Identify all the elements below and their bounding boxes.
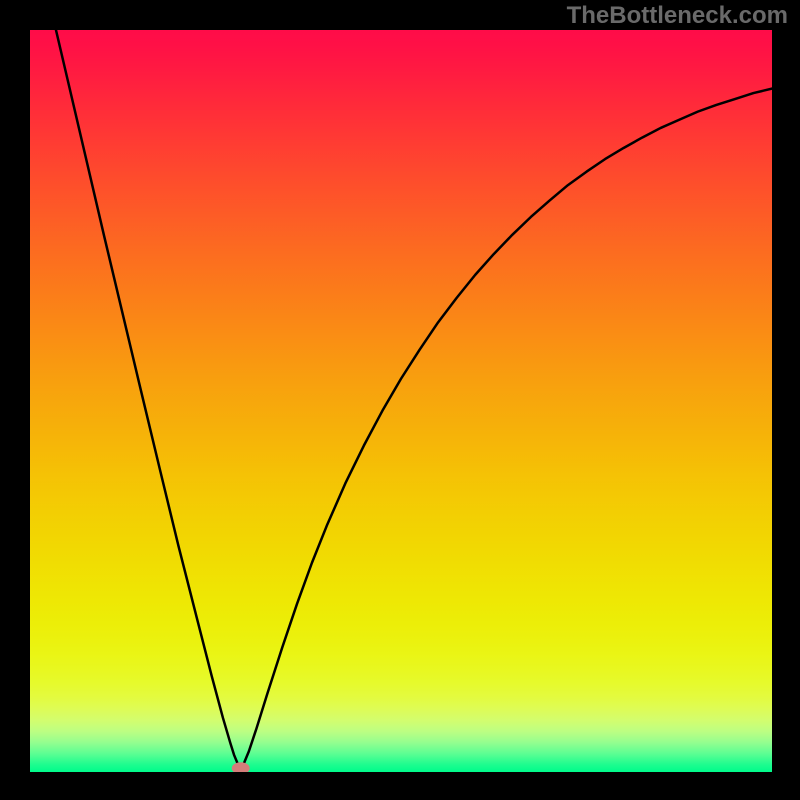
- watermark-text: TheBottleneck.com: [567, 2, 788, 30]
- gradient-background: [30, 30, 772, 772]
- chart-frame: TheBottleneck.com: [0, 0, 800, 800]
- bottleneck-chart: [30, 30, 772, 772]
